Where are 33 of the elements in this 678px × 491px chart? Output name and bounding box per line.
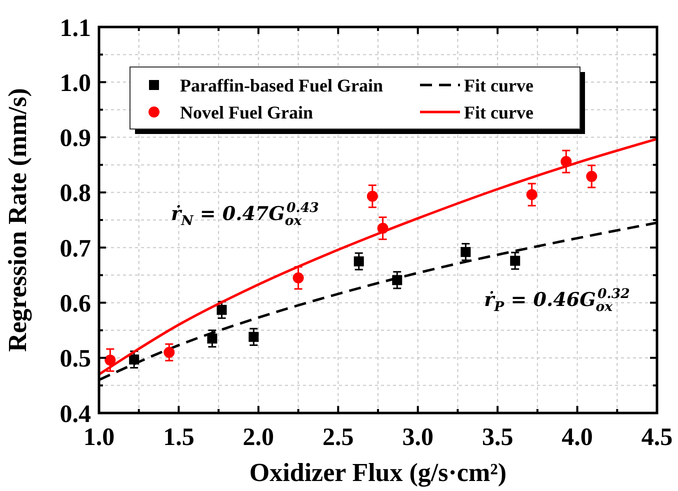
point	[366, 190, 378, 202]
x-tick-label: 2.5	[322, 424, 354, 451]
legend-label: Fit curve	[464, 102, 534, 122]
x-tick-label: 2.0	[242, 424, 274, 451]
line-series	[99, 138, 657, 376]
point	[510, 256, 520, 266]
point	[207, 334, 218, 344]
y-tick-label: 0.9	[60, 125, 91, 152]
y-axis-title: Regression Rate (mm/s)	[3, 88, 32, 352]
point	[164, 346, 175, 358]
point	[586, 170, 598, 182]
point	[460, 246, 471, 257]
point	[216, 304, 227, 315]
x-axis-title: Oxidizer Flux (g/s·cm²)	[249, 458, 507, 487]
y-tick-label: 0.8	[60, 180, 91, 208]
point	[292, 272, 304, 284]
x-tick-label: 1.5	[163, 424, 194, 451]
y-tick-label: 0.6	[60, 290, 91, 318]
y-tick-label: 1.0	[60, 70, 91, 97]
point	[104, 354, 116, 366]
y-tick-label: 0.5	[60, 346, 91, 373]
point	[526, 189, 538, 200]
x-tick-label: 4.0	[562, 424, 593, 451]
legend-label: Novel Fuel Grain	[180, 102, 313, 122]
point	[354, 256, 364, 266]
x-tick-label: 4.5	[641, 424, 673, 451]
legend-label: Fit curve	[464, 75, 534, 96]
legend-label: Paraffin-based Fuel Grain	[180, 75, 383, 96]
x-tick-label: 3.0	[402, 424, 434, 451]
y-tick-label: 1.1	[60, 14, 91, 42]
x-tick-label: 3.5	[482, 424, 514, 451]
y-tick-label: 0.7	[60, 235, 91, 262]
point	[248, 332, 259, 342]
